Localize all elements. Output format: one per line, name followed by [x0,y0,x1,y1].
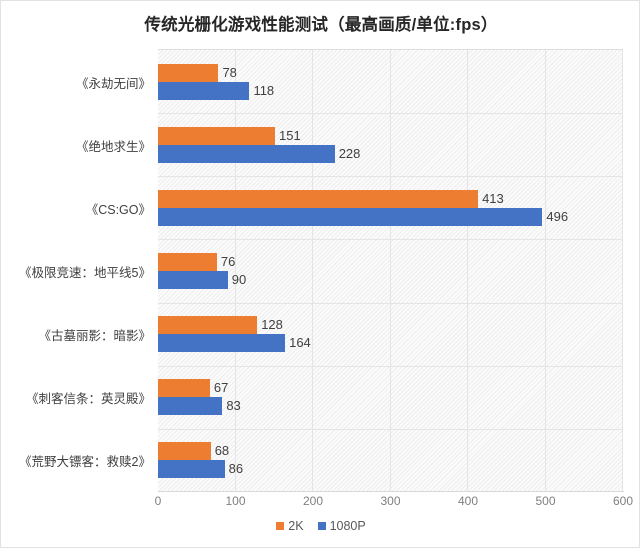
bar-2K-3[interactable] [158,189,479,208]
legend-swatch-icon [317,522,326,530]
bar-value-label: 496 [546,208,569,224]
category-label-3: 《CS:GO》 [85,202,151,217]
bar-2K-7[interactable] [158,442,211,461]
bar-value-label: 118 [253,82,275,98]
legend-item-2K[interactable]: 2K [276,519,304,533]
bar-value-label: 76 [220,254,236,269]
legend-label: 2K [288,519,304,533]
chart-title: 传统光栅化游戏性能测试（最高画质/单位:fps） [144,16,498,34]
category-separator-gridline [158,239,623,240]
bar-1080P-5[interactable] [158,334,286,353]
vertical-gridline [234,50,236,491]
bar-value-label: 67 [213,380,229,396]
category-separator-gridline [158,113,623,114]
bar-1080P-2[interactable] [158,144,335,163]
bar-value-label: 78 [222,64,237,80]
x-tick-label: 200 [302,494,324,508]
bar-2K-5[interactable] [158,316,258,335]
vertical-gridline [389,50,391,491]
bar-value-label: 151 [279,127,301,143]
bar-2K-6[interactable] [158,379,210,398]
bar-value-label: 164 [289,335,311,351]
bar-value-label: 413 [482,190,504,206]
bar-2K-4[interactable] [158,253,217,271]
x-tick-label: 0 [154,494,162,508]
x-tick-label: 500 [535,494,556,508]
category-separator-gridline [158,429,623,430]
bar-value-label: 90 [231,272,247,287]
category-label-1: 《永劫无间》 [75,76,151,91]
vertical-gridline [467,50,468,491]
vertical-gridline [312,50,313,491]
vertical-gridline [544,50,546,491]
x-tick-label: 600 [612,494,634,508]
legend-item-1080P[interactable]: 1080P [317,519,366,533]
category-label-6: 《刺客信条：英灵殿》 [25,392,151,407]
legend-swatch-icon [276,522,285,530]
x-axis-line [158,491,624,492]
bar-value-label: 83 [226,398,241,414]
category-separator-gridline [158,366,623,367]
chart-legend: 2K 1080P [1,519,639,533]
bar-value-label: 86 [228,461,244,477]
bar-1080P-6[interactable] [158,397,223,416]
category-separator-gridline [158,303,623,304]
bar-value-label: 128 [261,317,283,333]
category-label-5: 《古墓丽影：暗影》 [38,329,151,344]
bar-1080P-7[interactable] [158,460,225,479]
vertical-gridline [622,50,623,491]
legend-label: 1080P [329,519,366,533]
category-label-7: 《荒野大镖客：救赎2》 [19,455,151,470]
bar-2K-2[interactable] [158,126,276,145]
bar-1080P-1[interactable] [158,81,250,100]
category-axis: 《永劫无间》 《绝地求生》《CS:GO》《极限竞速：地平线5》《古墓丽影：暗影》《… [1,49,158,491]
x-tick-label: 400 [457,494,479,508]
bar-value-label: 228 [338,145,361,161]
plot-area: 78 118 151 228 413 496 76 90 128 164 67 83 68 86 [158,49,623,491]
x-tick-label: 300 [380,494,401,508]
category-label-4: 《极限竞速：地平线5》 [19,266,151,280]
bar-1080P-4[interactable] [158,271,228,289]
x-tick-label: 100 [225,494,246,508]
category-label-2: 《绝地求生》 [75,139,151,154]
category-separator-gridline [158,176,623,177]
x-axis-tick-labels: 0 100 200 300 400 500 600 [1,494,639,512]
bar-1080P-3[interactable] [158,207,543,226]
bar-2K-1[interactable] [158,63,219,82]
bar-value-label: 68 [214,443,230,459]
